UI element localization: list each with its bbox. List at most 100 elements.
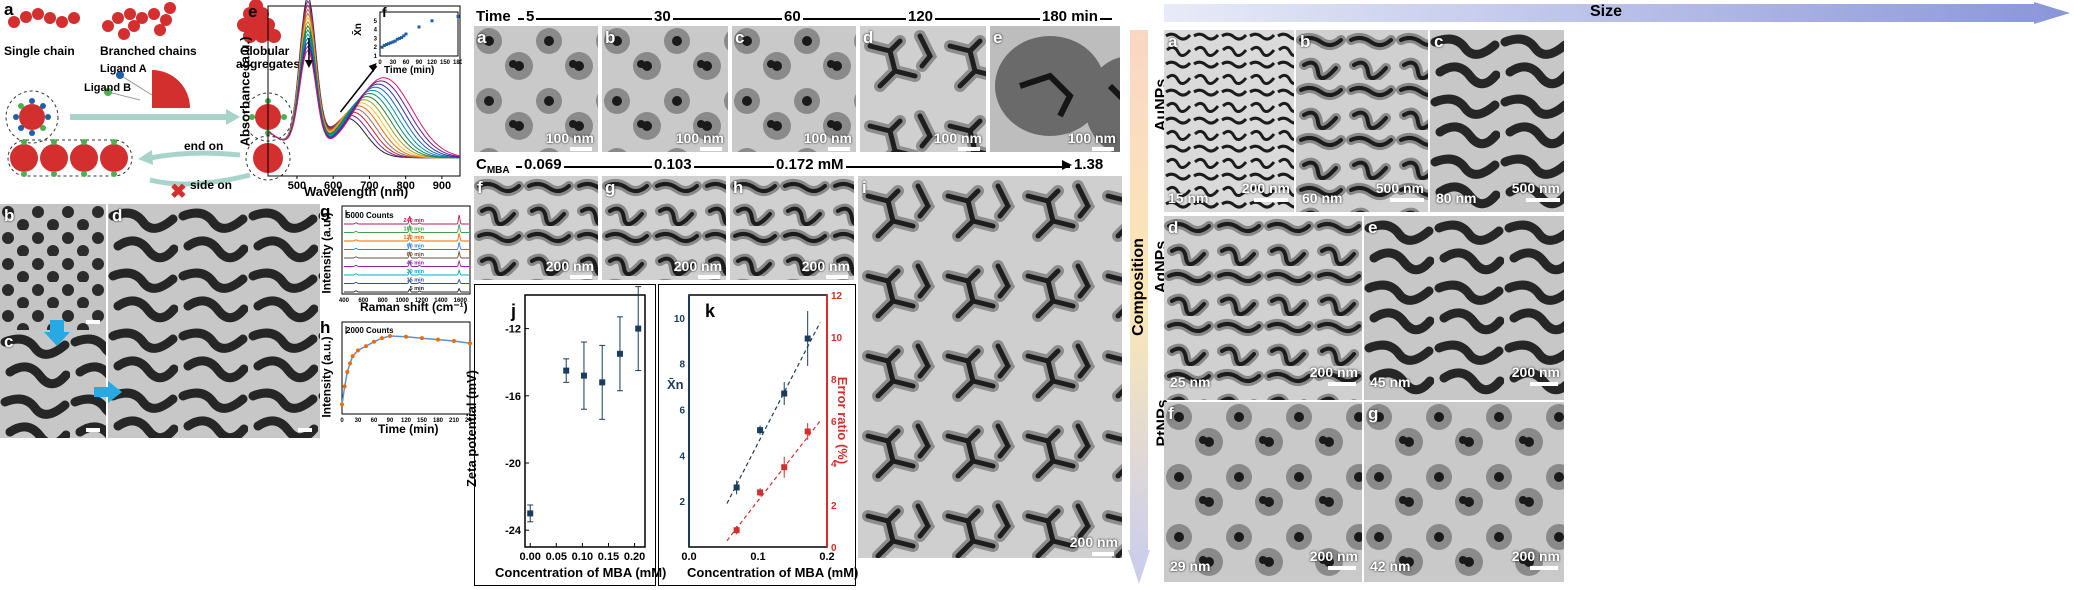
panel-label: a — [477, 28, 487, 47]
data-point — [348, 361, 352, 366]
trace-label: 5 min — [410, 286, 425, 292]
x-tick-label: 30 — [355, 418, 362, 424]
time-title: Time — [476, 8, 511, 25]
panel-label: h — [733, 178, 744, 197]
composition-label: Composition — [1129, 238, 1147, 336]
panel-h-scale: 2000 Counts — [346, 326, 394, 335]
ligand-a-caption: Ligand A — [100, 63, 147, 75]
panel-h-ylabel: Intensity (a.u.) — [319, 336, 334, 418]
fit-line-xn — [726, 322, 821, 504]
x-tick-label: 500 — [288, 180, 306, 192]
plot-frame — [267, 5, 461, 177]
time-value-30: 30 — [652, 8, 673, 25]
scale-bar-label: 200 nm — [1309, 364, 1358, 380]
raman-trace — [343, 223, 469, 233]
data-point — [404, 32, 408, 36]
panel-g-xlabel: Raman shift (cm⁻¹) — [360, 300, 468, 314]
panel-j-label: j — [511, 301, 517, 321]
time-value-180: 180 min — [1040, 8, 1100, 25]
data-point — [616, 350, 623, 357]
particle-size-label: 15 nm — [1168, 190, 1209, 206]
particle-size-label: 29 nm — [1170, 558, 1211, 574]
scale-bar — [1254, 198, 1288, 202]
x-tick-label: 0.1 — [750, 551, 765, 563]
scale-bar-label: 100 nm — [675, 130, 724, 146]
ligand-b-caption: Ligand B — [84, 82, 132, 94]
data-point — [430, 19, 434, 23]
x-tick-label: 210 — [449, 418, 460, 424]
composition-arrow-icon — [1128, 30, 1150, 584]
cmba-value-3: 0.172 mM — [774, 156, 846, 173]
data-point-xn — [733, 484, 740, 491]
cmba-axis-arrow-icon — [1062, 160, 1072, 170]
data-point — [599, 379, 606, 386]
particle-size-label: 42 nm — [1370, 558, 1411, 574]
tem-time-c: c 100 nm — [732, 26, 856, 152]
tem-cmba-h: h 200 nm — [730, 176, 854, 280]
y-tick-label-left: 6 — [679, 406, 685, 417]
panel-label: b — [1300, 32, 1311, 51]
panel-g-scale: 5000 Counts — [346, 211, 394, 220]
data-point — [398, 36, 401, 40]
panel-f-ylabel: X̄n — [352, 23, 364, 36]
x-tick-label: 180 — [433, 418, 444, 424]
x-tick-label: 0.20 — [624, 551, 645, 563]
data-point — [452, 339, 456, 344]
panel-h-label: h — [320, 318, 331, 337]
x-tick-label: 0.00 — [520, 551, 541, 563]
tem-grid-e: e 45 nm 200 nm — [1364, 216, 1564, 400]
panel-label: g — [1368, 404, 1379, 423]
end-on-caption: end on — [184, 139, 224, 153]
composition-arrow: Composition — [1128, 30, 1150, 584]
x-tick-label: 0 — [340, 418, 344, 424]
globular-caption-1: Globular — [240, 44, 290, 58]
single-chain-caption: Single chain — [4, 44, 75, 58]
data-point — [580, 372, 587, 379]
size-arrow: Size — [1164, 2, 2070, 24]
cmba-value-1: 0.069 — [522, 156, 564, 173]
particle-size-label: 45 nm — [1370, 374, 1411, 390]
panel-d-label: d — [112, 206, 123, 225]
trace-label: 180 min — [404, 227, 425, 233]
panel-f-label: f — [382, 4, 387, 20]
y-tick-label-right: 6 — [831, 417, 837, 428]
scale-bar — [570, 275, 592, 279]
data-point — [417, 25, 421, 29]
y-tick-label: -12 — [505, 324, 521, 336]
x-tick-label: 1600 — [454, 298, 468, 304]
time-row-header: Time 5 30 60 120 180 min — [476, 8, 1120, 30]
y-tick-label: 1 — [374, 54, 378, 60]
panel-g-chart: g 400 600 800 1000 1200 1400 1600 240 min 180 mi… — [320, 202, 472, 314]
x-tick-label: 600 — [324, 180, 342, 192]
panel-label: f — [1168, 404, 1174, 423]
x-tick-label: 800 — [378, 298, 389, 304]
trace-label: 60 min — [407, 252, 425, 258]
data-point — [340, 402, 344, 407]
data-point — [404, 334, 408, 339]
y-tick-label: 2 — [374, 45, 378, 51]
tem-time-e: e 100 nm — [990, 26, 1120, 152]
y-tick-label-left: 10 — [674, 314, 686, 325]
panel-j-xlabel: Concentration of MBA (mM) — [495, 565, 667, 580]
x-tick-label: 150 — [440, 60, 451, 66]
particle-size-label: 25 nm — [1170, 374, 1211, 390]
x-tick-label: 60 — [371, 418, 378, 424]
scale-bar — [570, 147, 592, 151]
scale-bar-label: 200 nm — [1511, 548, 1560, 564]
y-tick-label-right: 10 — [831, 333, 843, 344]
x-tick-label: 1000 — [395, 298, 409, 304]
tem-grid-b: b 60 nm 500 nm — [1296, 30, 1428, 212]
tem-grid-d: d 25 nm 200 nm — [1164, 216, 1362, 400]
xn-vs-time-plot: 0 30 60 90 120 150 180 1 2 3 4 5 — [374, 11, 464, 66]
panel-label: e — [993, 28, 1003, 47]
trace-label: 45 min — [407, 261, 425, 267]
x-tick-label: 1200 — [415, 298, 429, 304]
raman-trace — [343, 259, 469, 267]
raman-trace — [343, 240, 469, 250]
scale-bar-label: 200 nm — [545, 258, 594, 274]
panel-label: f — [477, 178, 483, 197]
cmba-row-header: CMBA 0.069 0.103 0.172 mM 1.38 mM — [476, 156, 1120, 190]
data-point — [382, 43, 386, 47]
tem-image-d: d — [108, 204, 320, 438]
particle-size-label: 80 nm — [1436, 190, 1477, 206]
